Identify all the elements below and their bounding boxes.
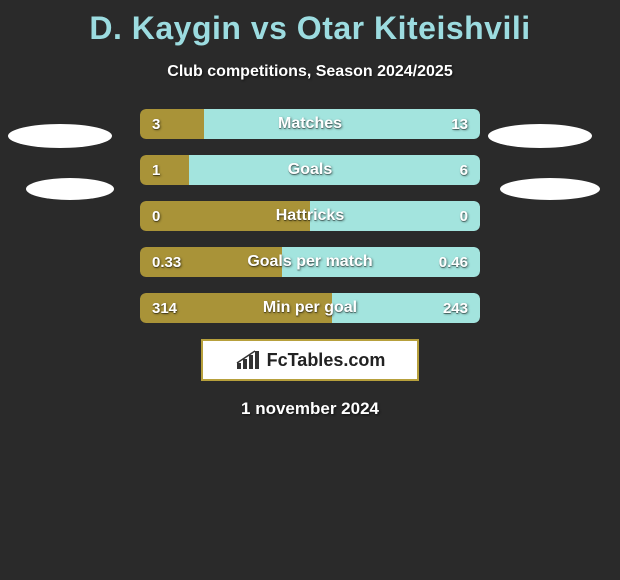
stats-area: 3Matches13 1Goals6 0Hattricks0 0.33Goals pe… — [0, 109, 620, 419]
chart-icon — [235, 349, 261, 371]
stat-value-right: 6 — [460, 155, 468, 185]
player-left-ellipse-2 — [26, 178, 114, 200]
stat-value-right: 0 — [460, 201, 468, 231]
stat-metric-label: Hattricks — [140, 201, 480, 231]
stat-metric-label: Matches — [140, 109, 480, 139]
player-right-ellipse-1 — [488, 124, 592, 148]
stat-row: 1Goals6 — [140, 155, 480, 185]
stat-metric-label: Goals per match — [140, 247, 480, 277]
brand-label: FcTables.com — [267, 350, 386, 371]
stat-row: 3Matches13 — [140, 109, 480, 139]
stat-metric-label: Min per goal — [140, 293, 480, 323]
stat-row: 0Hattricks0 — [140, 201, 480, 231]
competition-subtitle: Club competitions, Season 2024/2025 — [0, 63, 620, 81]
brand-box[interactable]: FcTables.com — [201, 339, 419, 381]
page-title: D. Kaygin vs Otar Kiteishvili — [0, 0, 620, 47]
stat-value-right: 0.46 — [439, 247, 468, 277]
stat-metric-label: Goals — [140, 155, 480, 185]
stat-row: 0.33Goals per match0.46 — [140, 247, 480, 277]
stat-row: 314Min per goal243 — [140, 293, 480, 323]
snapshot-date: 1 november 2024 — [0, 399, 620, 419]
stat-value-right: 13 — [451, 109, 468, 139]
player-left-ellipse-1 — [8, 124, 112, 148]
player-right-ellipse-2 — [500, 178, 600, 200]
stat-value-right: 243 — [443, 293, 468, 323]
